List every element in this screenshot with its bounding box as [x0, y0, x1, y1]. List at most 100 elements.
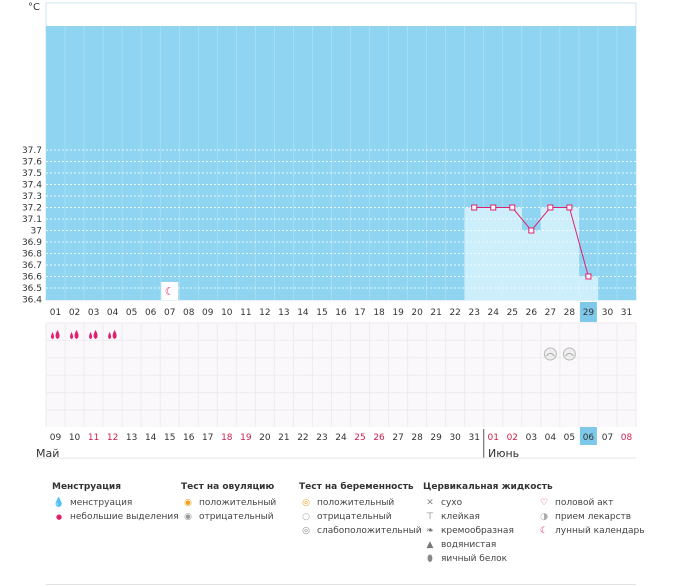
- moon-marker-bg: [161, 282, 179, 300]
- cycle-day-label: 16: [335, 308, 347, 318]
- date-label: 02: [507, 433, 518, 443]
- date-label: 28: [411, 433, 423, 443]
- creamy-icon: ❧: [426, 526, 434, 536]
- legend-label: водянистая: [441, 540, 497, 550]
- y-tick-label: 36.9: [22, 238, 42, 248]
- menstruation-drop: [112, 330, 117, 339]
- sticky-icon: ⊤: [426, 512, 434, 522]
- legend-label: прием лекарств: [555, 512, 632, 522]
- cycle-day-label: 08: [183, 308, 195, 318]
- cycle-day-label: 24: [488, 308, 500, 318]
- legend-item: ◉ отрицательный: [181, 510, 276, 524]
- date-label: 03: [526, 433, 537, 443]
- y-tick-label: 37.4: [22, 181, 42, 191]
- temperature-point: [547, 204, 554, 211]
- date-label: 05: [564, 433, 575, 443]
- drop-small-icon: ●: [55, 513, 63, 521]
- y-tick-label: 36.4: [22, 296, 42, 306]
- date-label: 26: [373, 433, 385, 443]
- pregnancy-test-negative: [543, 347, 557, 361]
- cycle-day-label: 15: [316, 308, 327, 318]
- legend-label: отрицательный: [317, 512, 392, 522]
- cycle-day-label: 20: [411, 308, 423, 318]
- cycle-day-label: 13: [278, 308, 289, 318]
- cycle-day-label: 07: [164, 308, 175, 318]
- date-label: 22: [297, 433, 308, 443]
- watery-icon: ▲: [426, 540, 434, 550]
- y-tick-label: 36.7: [22, 261, 42, 271]
- pregnancy-test-negative: [562, 347, 576, 361]
- legend-title: Тест на овуляцию: [181, 482, 275, 492]
- legend-label: небольшие выделения: [70, 512, 179, 522]
- date-label: 04: [545, 433, 557, 443]
- date-label: 23: [316, 433, 327, 443]
- temperature-point: [490, 204, 497, 211]
- legend-item: ☾ лунный календарь: [537, 524, 645, 538]
- y-tick-label: 37.1: [22, 215, 42, 225]
- pregnancy-positive-icon: ◎: [302, 498, 310, 508]
- y-tick-label: 36.6: [22, 273, 42, 283]
- y-tick-label: 37.2: [22, 204, 42, 214]
- date-label: 18: [221, 433, 233, 443]
- cycle-day-label: 31: [621, 308, 632, 318]
- cycle-day-label: 28: [564, 308, 576, 318]
- legend-item: ▲ водянистая: [423, 538, 553, 552]
- pregnancy-negative-icon: ○: [302, 512, 310, 522]
- temperature-point: [585, 273, 592, 280]
- legend-cervical: Цервикальная жидкость ✕ сухо ⊤ клейкая ❧…: [423, 482, 553, 566]
- date-label: 29: [430, 433, 442, 443]
- menstruation-drop: [55, 330, 60, 339]
- legend-label: половой акт: [555, 498, 614, 508]
- ovulation-negative-icon: ◉: [184, 512, 192, 522]
- y-tick-label: 36.5: [22, 284, 42, 294]
- date-label: 09: [50, 433, 62, 443]
- date-label: 01: [488, 433, 499, 443]
- date-label: 08: [621, 433, 633, 443]
- moon-icon: ☾: [539, 526, 549, 536]
- date-label: 10: [69, 433, 81, 443]
- month-label-june: Июнь: [488, 447, 520, 460]
- current-cycle-day-highlight: [579, 302, 597, 322]
- cycle-day-label: 27: [545, 308, 556, 318]
- bottom-divider: [46, 584, 636, 585]
- menstruation-drop: [51, 332, 55, 339]
- legend-label: положительный: [199, 498, 277, 508]
- y-tick-label: 36.8: [22, 250, 42, 260]
- legend-item: ◎ положительный: [299, 496, 422, 510]
- legend-item: ○ отрицательный: [299, 510, 422, 524]
- cycle-day-label: 18: [373, 308, 385, 318]
- date-label: 30: [449, 433, 461, 443]
- date-label: 25: [354, 433, 365, 443]
- menstruation-drop: [93, 330, 98, 339]
- menstruation-drop: [70, 332, 74, 339]
- egg-white-icon: ⬮: [427, 554, 433, 564]
- temperature-point: [528, 227, 535, 234]
- cycle-day-label: 06: [145, 308, 157, 318]
- cycle-day-label: 04: [107, 308, 119, 318]
- cycle-day-label: 19: [392, 308, 404, 318]
- legend-item: 💧 менструация: [52, 496, 179, 510]
- legend-item: ⬮ яичный белок: [423, 552, 553, 566]
- date-label: 21: [278, 433, 289, 443]
- cycle-day-label: 03: [88, 308, 99, 318]
- cycle-day-label: 17: [354, 308, 365, 318]
- y-tick-label: 37.7: [22, 146, 42, 156]
- y-tick-label: 37.3: [22, 192, 42, 202]
- legend-item: ◑ прием лекарств: [537, 510, 645, 524]
- cycle-day-label: 10: [221, 308, 233, 318]
- legend-ovulation: Тест на овуляцию ◉ положительный ◉ отриц…: [181, 482, 276, 524]
- y-tick-label: 37.6: [22, 158, 42, 168]
- pregnancy-test-negative-mark: [565, 353, 574, 357]
- date-label: 31: [468, 433, 479, 443]
- date-label: 07: [602, 433, 613, 443]
- current-date-highlight: [579, 427, 597, 445]
- date-label: 15: [164, 433, 175, 443]
- legend-label: кремообразная: [441, 526, 514, 536]
- legend-item: ✕ сухо: [423, 496, 553, 510]
- date-label: 14: [145, 433, 157, 443]
- phase-column: [578, 276, 598, 300]
- legend-item: ⊤ клейкая: [423, 510, 553, 524]
- month-label-may: Май: [36, 447, 60, 460]
- date-label: 12: [107, 433, 118, 443]
- legend-title: Цервикальная жидкость: [423, 482, 553, 492]
